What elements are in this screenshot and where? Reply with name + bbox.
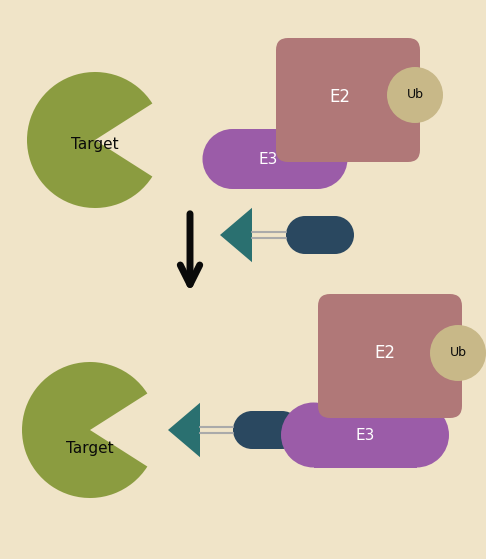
Circle shape [281, 402, 346, 467]
Circle shape [316, 216, 354, 254]
Wedge shape [27, 72, 152, 208]
Wedge shape [22, 362, 147, 498]
Bar [232, 129, 317, 189]
Circle shape [263, 411, 301, 449]
Bar [305, 216, 335, 254]
Text: E2: E2 [330, 88, 350, 106]
Circle shape [430, 325, 486, 381]
Bar [313, 402, 417, 467]
Text: E3: E3 [355, 428, 375, 443]
Bar [252, 411, 282, 449]
Text: Target: Target [66, 442, 114, 457]
Text: E2: E2 [375, 344, 396, 362]
Circle shape [387, 67, 443, 123]
Circle shape [286, 216, 324, 254]
Circle shape [233, 411, 271, 449]
Text: E3: E3 [259, 151, 278, 167]
Polygon shape [168, 403, 200, 457]
Text: Ub: Ub [450, 347, 467, 359]
FancyBboxPatch shape [276, 38, 420, 162]
Text: Ub: Ub [406, 88, 423, 102]
Polygon shape [220, 208, 252, 262]
Text: Target: Target [71, 138, 119, 153]
Circle shape [384, 402, 449, 467]
Circle shape [203, 129, 262, 189]
Circle shape [288, 129, 347, 189]
FancyBboxPatch shape [318, 294, 462, 418]
